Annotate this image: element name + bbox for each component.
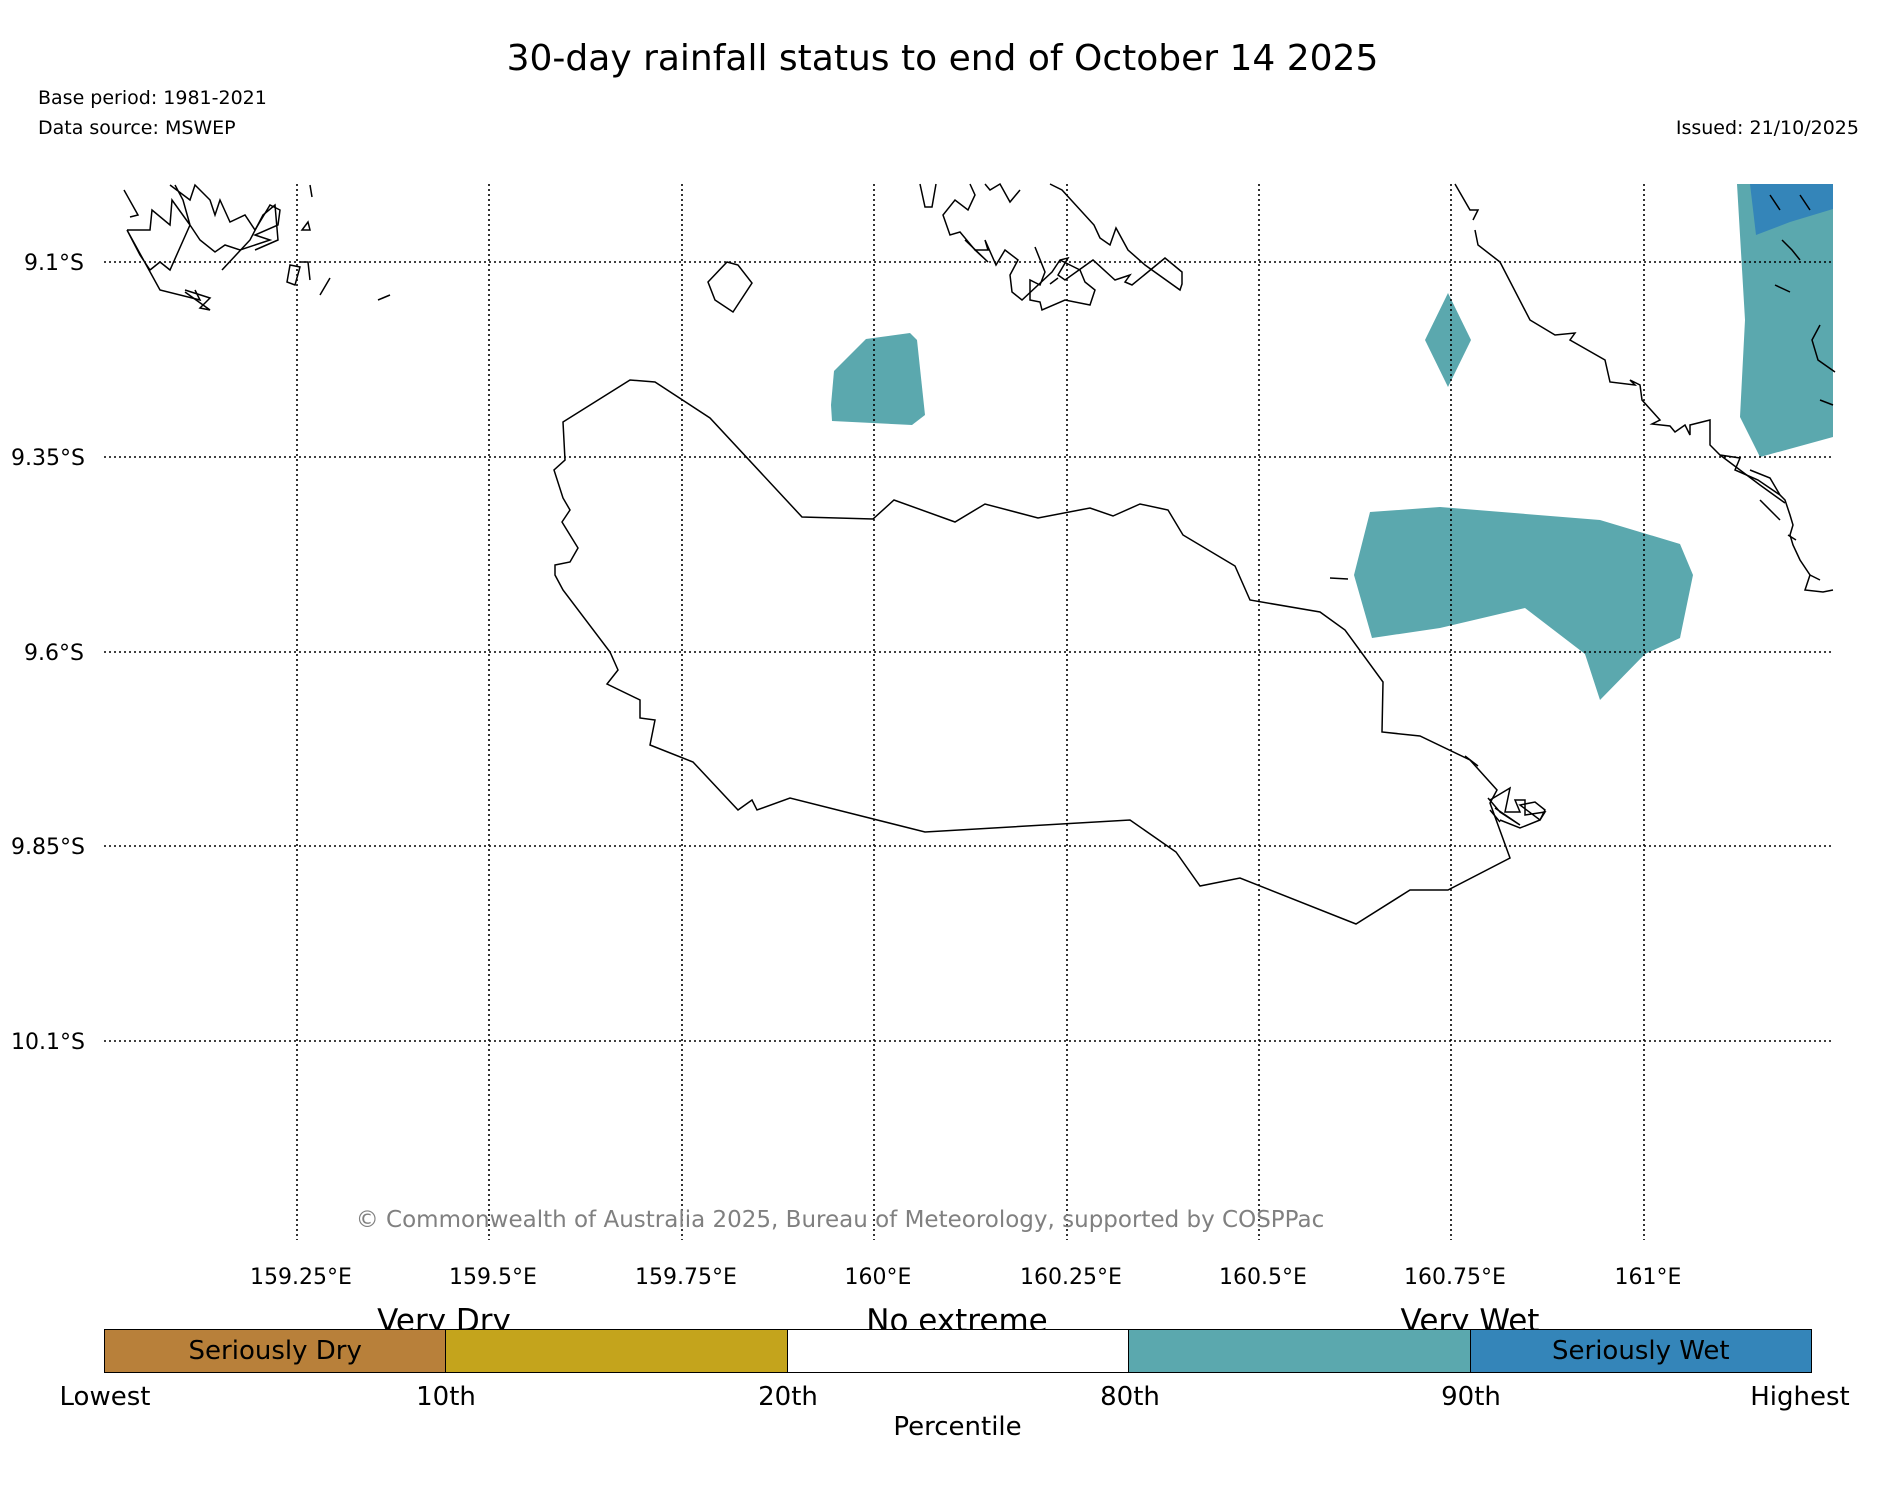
coastlines [123, 182, 1836, 925]
lon-tick-label: 160.5°E [1219, 1265, 1307, 1290]
very-wet-area [1425, 293, 1471, 387]
lon-tick-label: 160.25°E [1020, 1265, 1122, 1290]
legend-seriously-wet-label: Seriously Wet [1552, 1336, 1730, 1366]
data-source: Data source: MSWEP [38, 117, 236, 139]
legend-color-bar: Seriously Dry Seriously Wet [104, 1329, 1812, 1373]
lat-tick-label: 9.85°S [11, 835, 85, 860]
lon-tick-label: 160°E [845, 1265, 912, 1290]
very-wet-area [831, 333, 925, 425]
lon-tick-label: 159.75°E [635, 1265, 737, 1290]
legend-very-dry [446, 1330, 788, 1372]
legend-no-extreme [787, 1330, 1130, 1372]
percentile-label: Highest [1750, 1382, 1850, 1412]
percentile-label: 10th [416, 1382, 476, 1412]
lat-tick-label: 9.35°S [11, 446, 85, 471]
very-wet-area [1354, 507, 1693, 700]
legend-seriously-dry: Seriously Dry [105, 1330, 447, 1372]
legend-seriously-dry-label: Seriously Dry [188, 1336, 362, 1366]
rainfall-anomaly-areas [831, 184, 1833, 700]
latitude-ticks: 9.1°S 9.35°S 9.6°S 9.85°S 10.1°S [11, 251, 85, 1055]
lat-tick-label: 9.6°S [24, 641, 84, 666]
base-period: Base period: 1981-2021 [38, 87, 267, 109]
percentile-label: 80th [1100, 1382, 1160, 1412]
issued-date: Issued: 21/10/2025 [1675, 117, 1859, 139]
percentile-label: 90th [1441, 1382, 1501, 1412]
copyright-notice: © Commonwealth of Australia 2025, Bureau… [356, 1207, 1325, 1233]
lon-tick-label: 159.25°E [250, 1265, 352, 1290]
percentile-label: Lowest [59, 1382, 151, 1412]
legend-very-wet [1129, 1330, 1471, 1372]
graticule [104, 184, 1833, 1240]
lon-tick-label: 160.75°E [1404, 1265, 1506, 1290]
lat-tick-label: 10.1°S [11, 1030, 85, 1055]
very-wet-area [1737, 184, 1833, 457]
lon-tick-label: 161°E [1615, 1265, 1682, 1290]
page-title: 30-day rainfall status to end of October… [506, 38, 1379, 79]
lon-tick-label: 159.5°E [449, 1265, 537, 1290]
legend-seriously-wet: Seriously Wet [1470, 1330, 1812, 1372]
percentile-label: 20th [758, 1382, 818, 1412]
longitude-ticks: 159.25°E 159.5°E 159.75°E 160°E 160.25°E… [250, 1265, 1681, 1290]
coastline-guadalcanal [553, 379, 1511, 925]
legend-axis-label: Percentile [893, 1412, 1022, 1442]
lat-tick-label: 9.1°S [24, 251, 84, 276]
coastline-island [707, 261, 753, 314]
